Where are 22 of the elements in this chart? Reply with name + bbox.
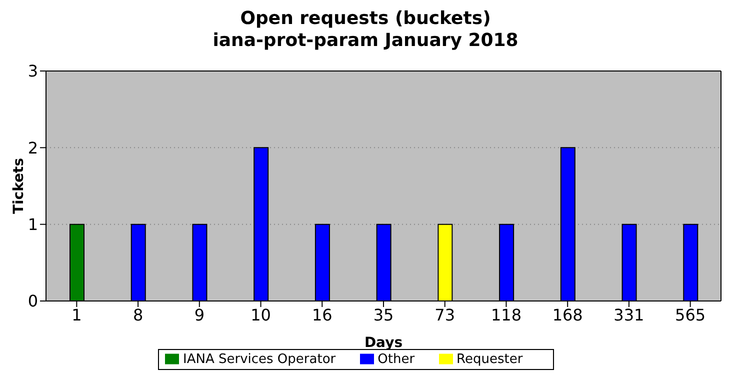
y-axis-title: Tickets <box>10 158 27 214</box>
x-tick-label: 9 <box>194 305 205 324</box>
x-tick-label: 331 <box>614 305 644 324</box>
y-tick-label: 1 <box>28 215 38 234</box>
x-tick-label: 8 <box>132 305 144 324</box>
x-tick-label: 16 <box>312 305 332 324</box>
y-tick-label: 0 <box>28 292 38 311</box>
legend-label: Other <box>378 352 415 367</box>
legend-label: IANA Services Operator <box>183 352 336 367</box>
x-tick-label: 168 <box>552 305 583 324</box>
x-tick-label: 10 <box>250 305 271 324</box>
x-axis-title: Days <box>364 335 403 351</box>
x-tick-label: 35 <box>373 305 394 324</box>
x-tick-label: 565 <box>675 305 706 324</box>
y-tick-label: 3 <box>28 62 38 81</box>
x-tick-label: 1 <box>72 305 82 324</box>
x-tick-label: 73 <box>434 305 456 324</box>
chart-subtitle: iana-prot-param January 2018 <box>212 30 520 52</box>
x-tick-label: 118 <box>490 305 522 324</box>
chart-title: Open requests (buckets) <box>239 8 492 30</box>
y-tick-label: 2 <box>28 138 38 158</box>
legend-label: Requester <box>456 352 523 367</box>
